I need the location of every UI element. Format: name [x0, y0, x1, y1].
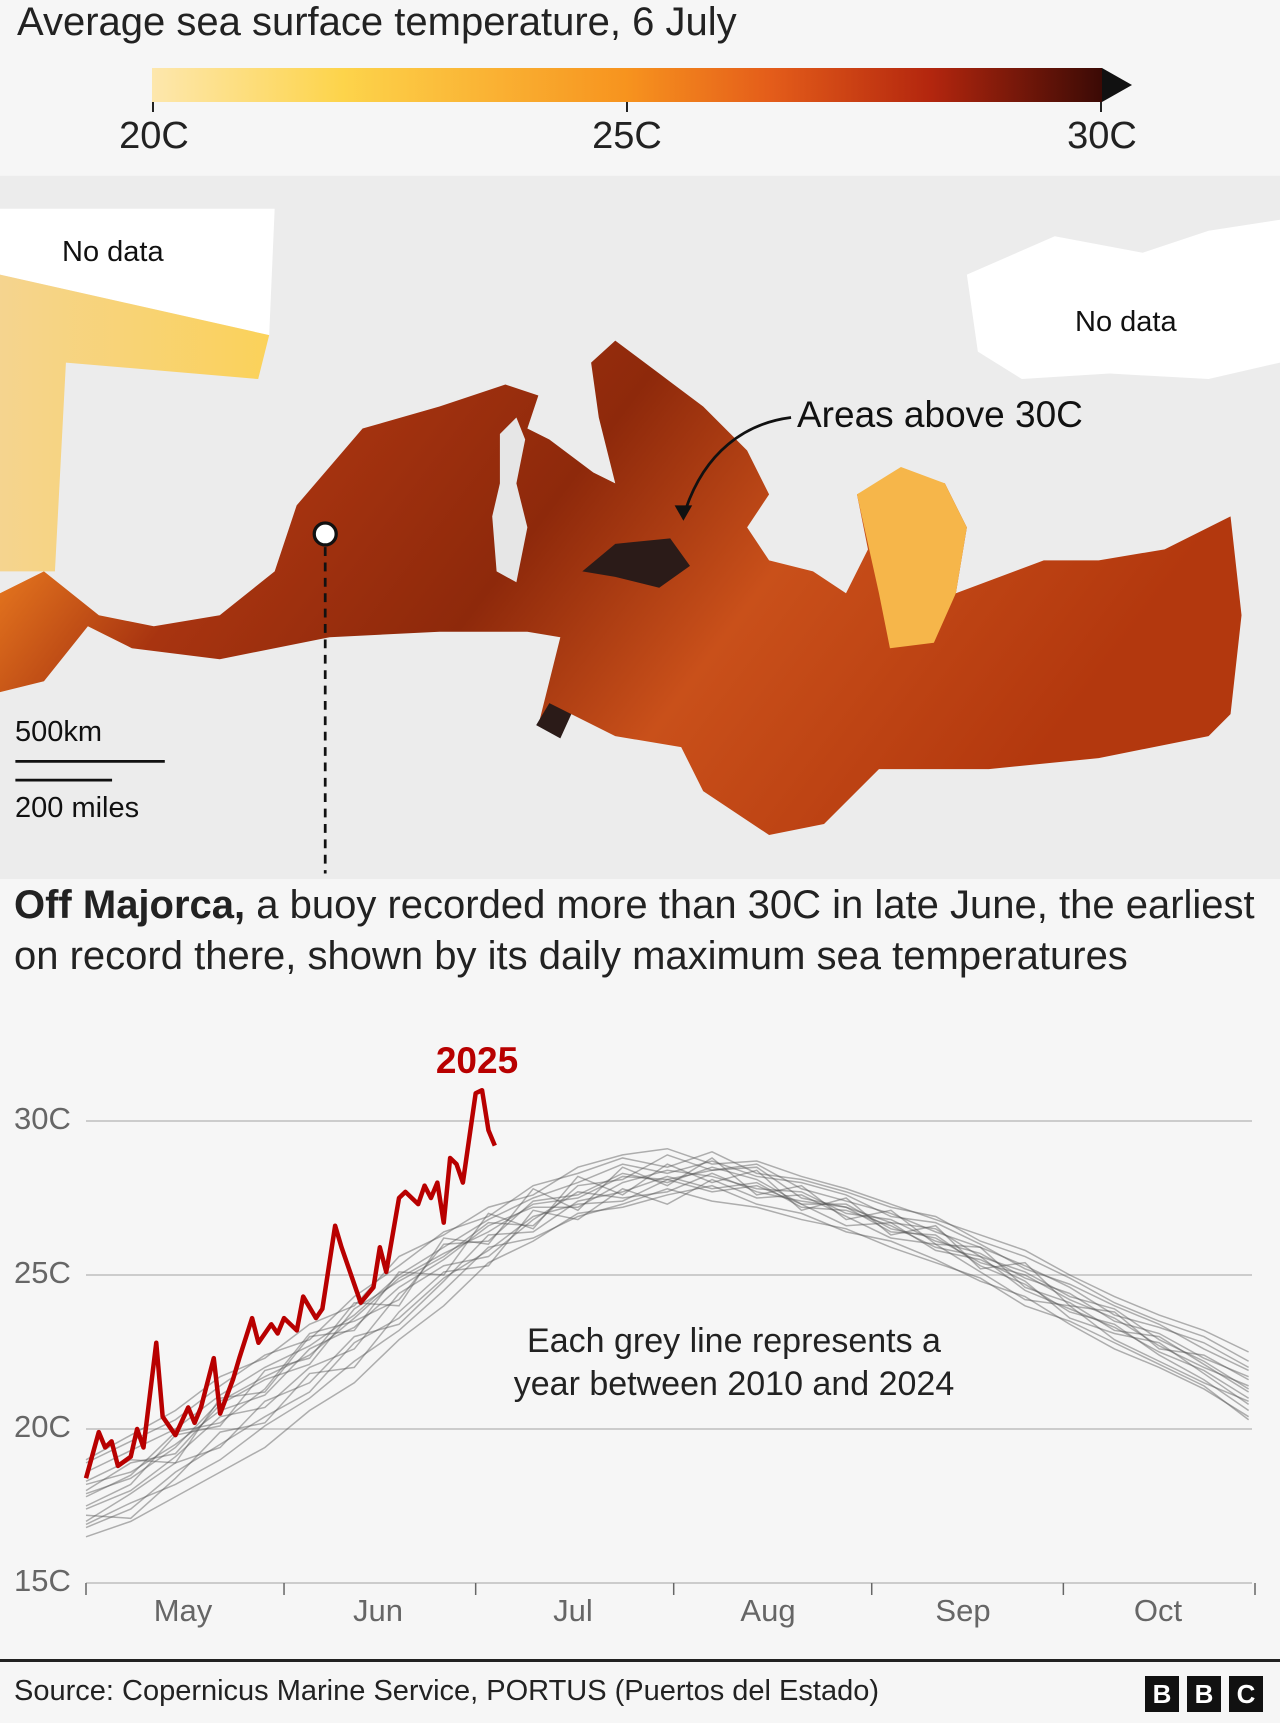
- bbc-logo-c: C: [1229, 1676, 1263, 1712]
- above-30c-area: [536, 703, 572, 739]
- line-chart: [83, 1087, 1256, 1595]
- annotation-line-2: year between 2010 and 2024: [513, 1365, 955, 1403]
- scale-miles-label: 200 miles: [15, 792, 140, 824]
- bbc-logo-b1: B: [1145, 1676, 1179, 1712]
- line-2025: [83, 1087, 497, 1479]
- headline-text: a buoy recorded more than 30C in late Ju…: [14, 883, 1255, 978]
- x-tick-sep: Sep: [935, 1593, 991, 1628]
- x-tick-oct: Oct: [1133, 1593, 1183, 1628]
- grey-year-line-2010: [85, 1157, 1250, 1507]
- grey-year-line-2016: [85, 1166, 1249, 1498]
- aegean-sea: [856, 466, 967, 649]
- y-tick-15: 15C: [14, 1563, 71, 1598]
- x-tick-jul: Jul: [553, 1593, 593, 1628]
- y-tick-30: 30C: [14, 1101, 71, 1136]
- grey-year-line-2018: [85, 1160, 1249, 1473]
- no-data-label-right: No data: [1075, 306, 1177, 338]
- grey-year-line-2022: [85, 1147, 1249, 1461]
- grey-year-line-2019: [85, 1175, 1250, 1523]
- scale-km-label: 500km: [15, 716, 103, 748]
- above-30c-area: [582, 538, 690, 588]
- y-tick-25: 25C: [14, 1255, 71, 1290]
- bbc-logo-b2: B: [1187, 1676, 1221, 1712]
- chart-title: Average sea surface temperature, 6 July: [17, 0, 737, 44]
- grey-year-line-2021: [85, 1172, 1250, 1510]
- colorbar-gradient: [152, 68, 1102, 102]
- areas-above-30c-label: Areas above 30C: [797, 394, 1083, 435]
- y-tick-20: 20C: [14, 1409, 71, 1444]
- annotation-arrow: [682, 416, 792, 517]
- corsica-sardinia: [492, 417, 528, 583]
- colorbar-label-30: 30C: [1067, 115, 1137, 157]
- grey-year-line-2014: [85, 1178, 1249, 1520]
- footer-divider: [0, 1659, 1280, 1662]
- no-data-label-left: No data: [62, 236, 164, 268]
- x-tick-jun: Jun: [353, 1593, 403, 1628]
- x-tick-may: May: [153, 1593, 213, 1628]
- atlantic-sea: [0, 274, 270, 572]
- colorbar-label-25: 25C: [592, 115, 662, 157]
- grey-year-line-2023: [85, 1187, 1250, 1526]
- colorbar-label-20: 20C: [119, 115, 189, 157]
- no-data-region-right: [966, 219, 1280, 380]
- colorbar: [152, 68, 1132, 112]
- arrow-head-icon: [674, 505, 693, 521]
- grey-lines-annotation: Each grey line represents a year between…: [514, 1320, 954, 1406]
- grey-year-line-2024: [85, 1166, 1250, 1495]
- grey-year-line-2012: [85, 1178, 1250, 1529]
- x-tick-aug: Aug: [740, 1593, 796, 1628]
- series-label-2025: 2025: [435, 1040, 519, 1081]
- grey-year-line-2011: [85, 1163, 1249, 1483]
- majorca-buoy-marker: [312, 521, 338, 547]
- grey-year-line-2020: [85, 1169, 1249, 1486]
- annotation-line-1: Each grey line represents a: [527, 1322, 941, 1360]
- grey-year-line-2013: [85, 1150, 1249, 1464]
- headline: Off Majorca, a buoy recorded more than 3…: [14, 880, 1274, 982]
- colorbar-arrow-icon: [1102, 68, 1132, 102]
- mediterranean-sea: [0, 340, 1242, 836]
- no-data-region-left: [0, 208, 275, 336]
- source-text: Source: Copernicus Marine Service, PORTU…: [14, 1675, 879, 1707]
- grey-year-line-2017: [85, 1184, 1250, 1538]
- sea-temperature-map: [0, 208, 1280, 874]
- headline-bold: Off Majorca,: [14, 883, 246, 927]
- grey-year-line-2015: [85, 1154, 1249, 1492]
